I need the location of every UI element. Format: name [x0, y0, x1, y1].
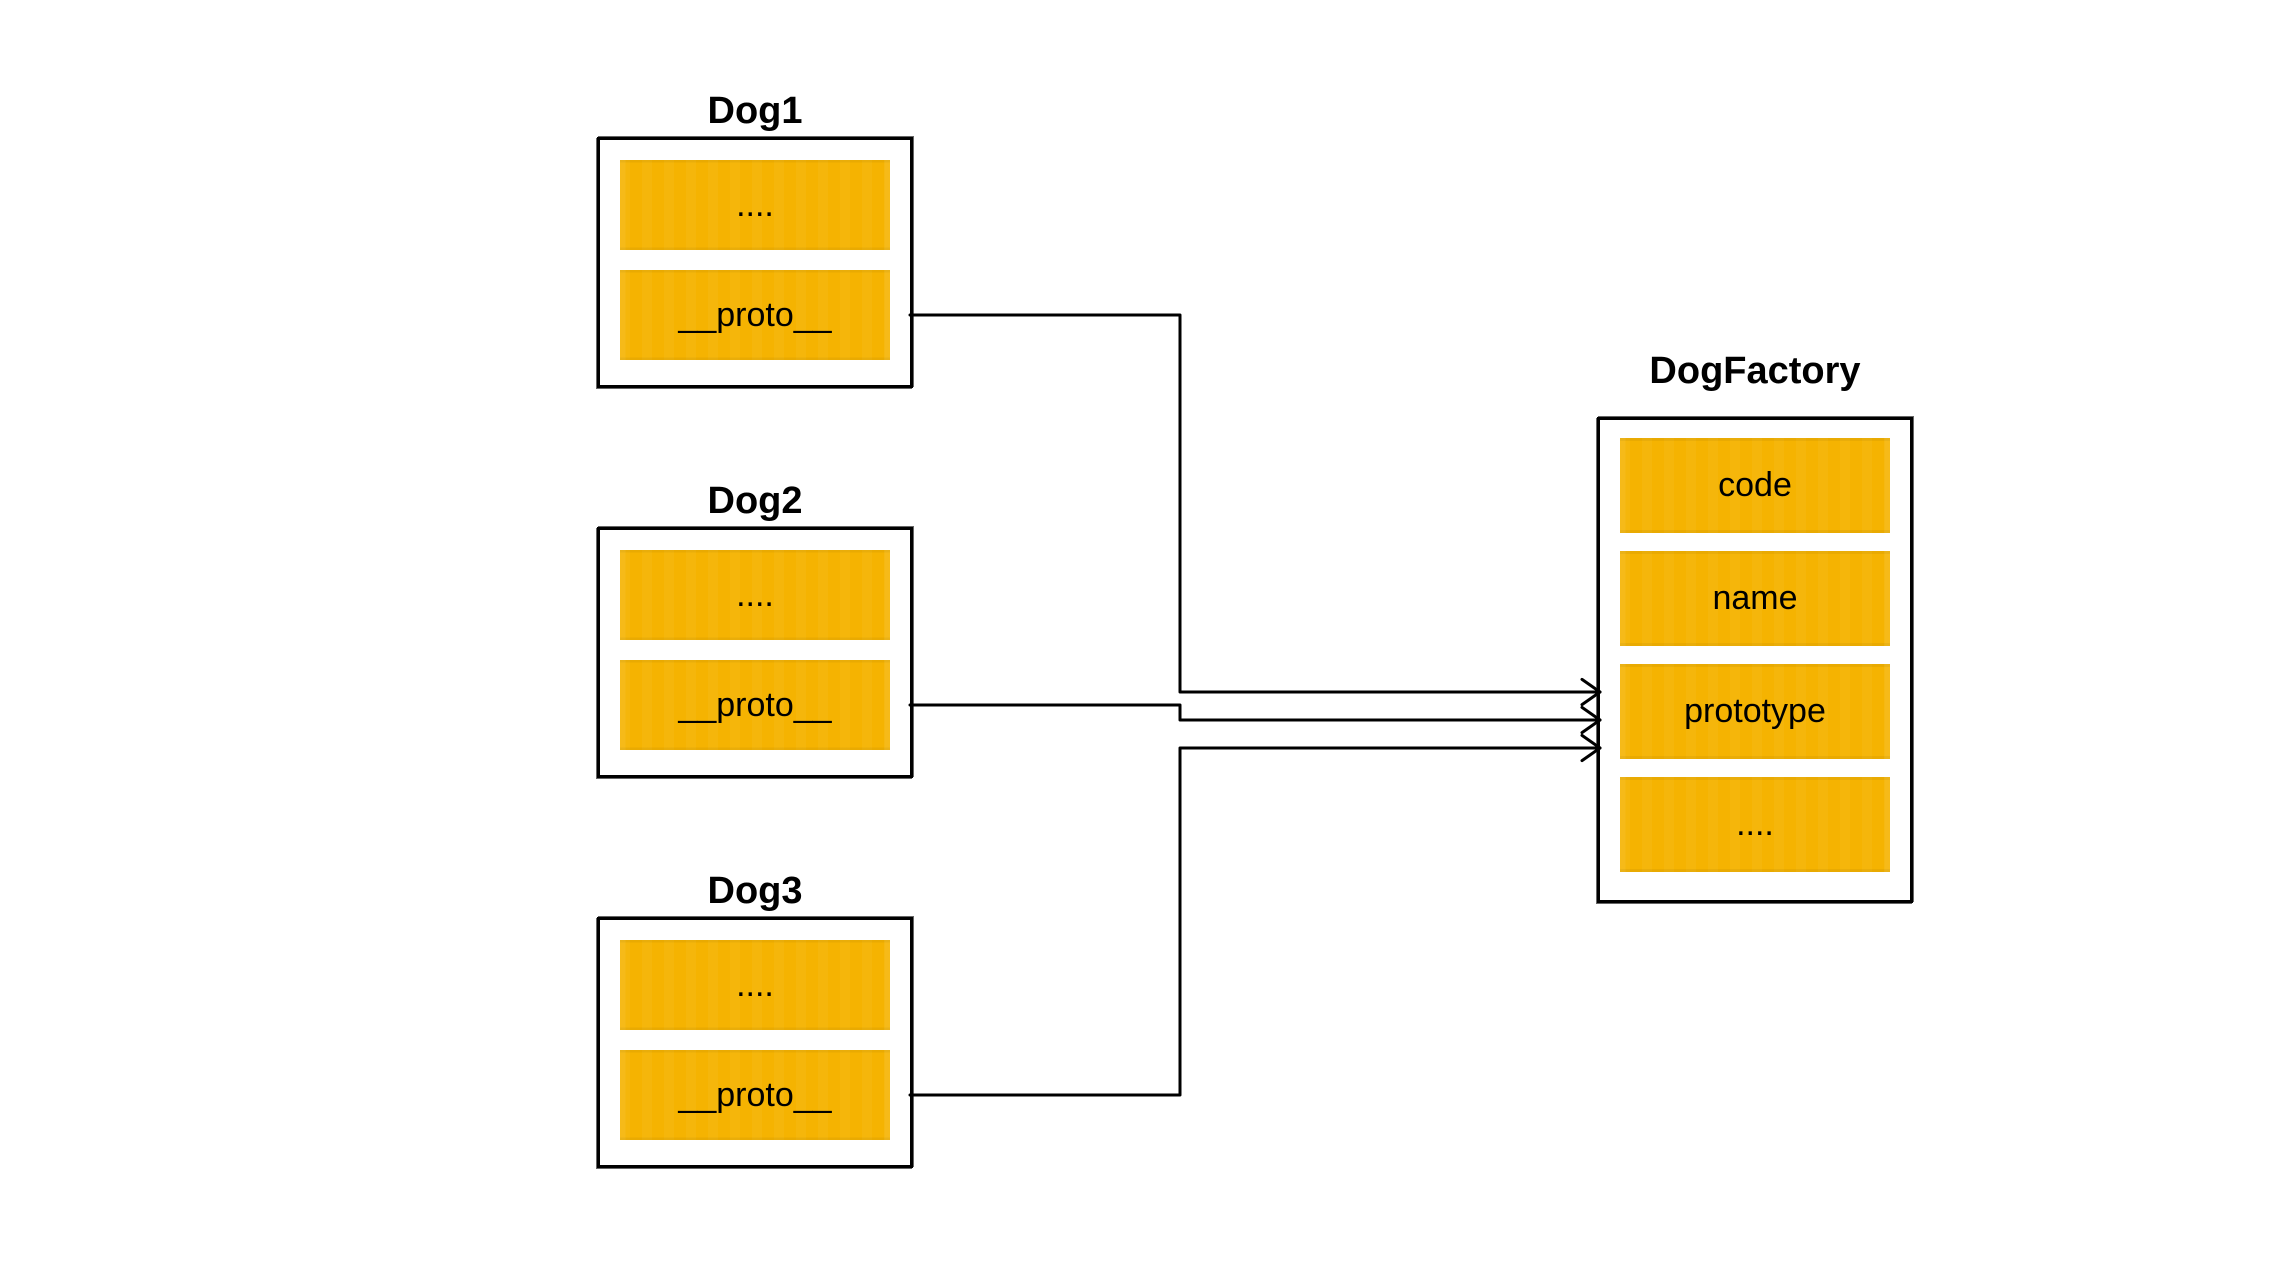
dogfactory-slot-1: name	[1620, 551, 1890, 646]
dog3-slot-0: ....	[620, 940, 890, 1030]
dog1-slot-1: __proto__	[620, 270, 890, 360]
dog2-title: Dog2	[600, 480, 910, 523]
edge-dog3-to-prototype	[910, 748, 1600, 1095]
dogfactory-slot-3: ....	[1620, 777, 1890, 872]
dogfactory-slot-2: prototype	[1620, 664, 1890, 759]
dog3-title: Dog3	[600, 870, 910, 913]
dog1-slot-0: ....	[620, 160, 890, 250]
edge-dog1-to-prototype	[910, 315, 1600, 692]
arrowhead-dog3	[1582, 735, 1600, 760]
edge-dog2-to-prototype	[910, 705, 1600, 720]
dog2-slot-1: __proto__	[620, 660, 890, 750]
edges-layer	[0, 0, 2284, 1285]
arrowhead-dog2	[1582, 707, 1600, 732]
dog2-slot-0: ....	[620, 550, 890, 640]
dogfactory-title: DogFactory	[1600, 350, 1910, 393]
arrowhead-dog1	[1582, 679, 1600, 704]
dog1-title: Dog1	[600, 90, 910, 133]
dog3-slot-1: __proto__	[620, 1050, 890, 1140]
dogfactory-slot-0: code	[1620, 438, 1890, 533]
